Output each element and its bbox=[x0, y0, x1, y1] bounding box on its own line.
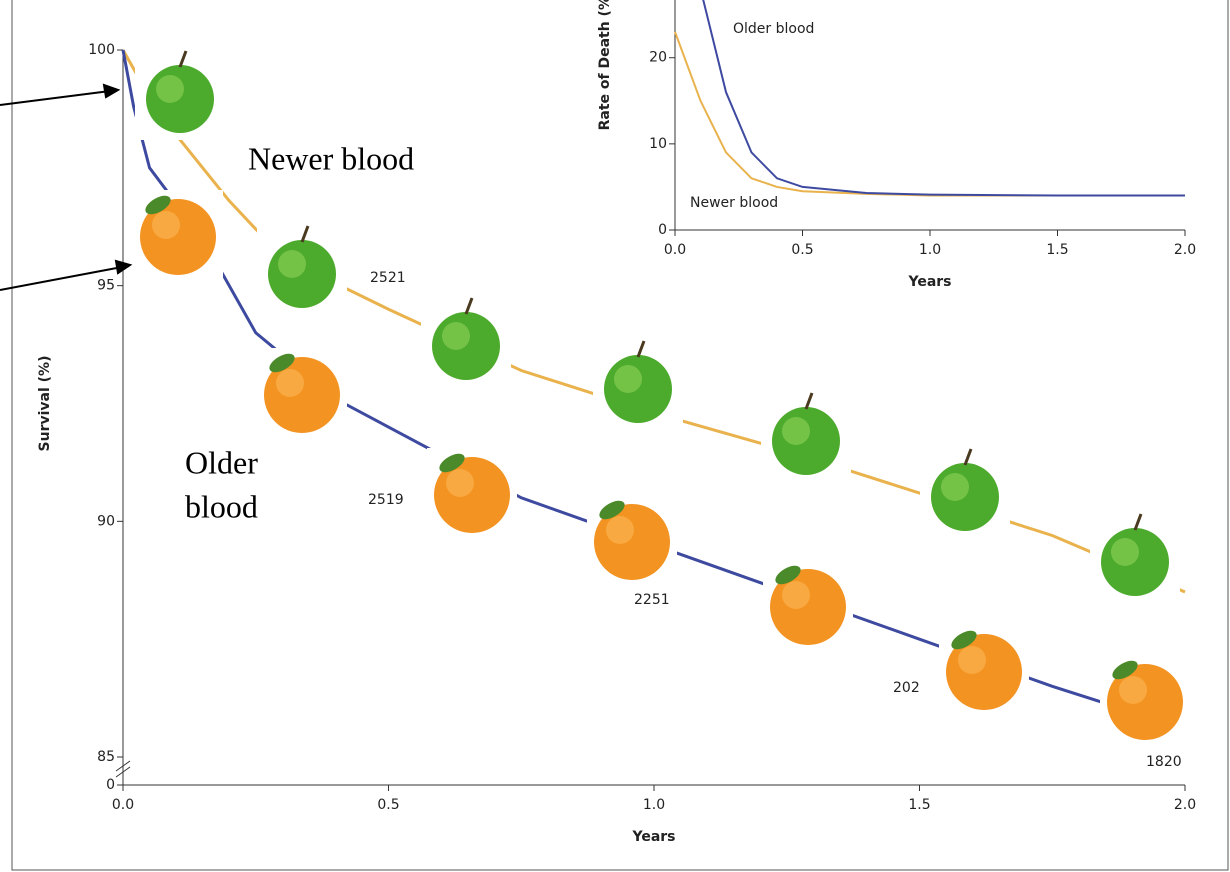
y-tick-label: 85 bbox=[97, 749, 115, 765]
x-tick-label: 2.0 bbox=[1174, 797, 1196, 813]
y-tick-label: 90 bbox=[97, 513, 115, 529]
y-tick-label: 0 bbox=[658, 222, 667, 238]
x-tick-label: 1.5 bbox=[1046, 242, 1068, 258]
x-tick-label: 1.0 bbox=[919, 242, 941, 258]
chart: 85909510000.00.51.01.52.0YearsSurvival (… bbox=[0, 0, 1230, 872]
y-axis-label: Survival (%) bbox=[37, 356, 53, 452]
annotation: blood bbox=[185, 488, 258, 524]
y-axis-label: Rate of Death (%) bbox=[597, 0, 613, 130]
y-tick-label: 95 bbox=[97, 278, 115, 294]
x-tick-label: 0.5 bbox=[791, 242, 813, 258]
series-label: Newer blood bbox=[690, 195, 778, 211]
number-at-risk: 2251 bbox=[634, 592, 670, 608]
series-label: Older blood bbox=[733, 21, 814, 37]
inset-plot: 0 10 20 0.0 0.5 1.0 1.5 2.0 Years Rate of Death (… bbox=[597, 0, 1196, 290]
y-tick-label: 0 bbox=[106, 777, 115, 793]
number-at-risk: 1820 bbox=[1146, 754, 1182, 770]
x-axis-label: Years bbox=[631, 829, 675, 845]
x-tick-label: 0.0 bbox=[112, 797, 134, 813]
x-tick-label: 2.0 bbox=[1174, 242, 1196, 258]
arrows bbox=[0, 85, 130, 290]
x-tick-label: 1.5 bbox=[908, 797, 930, 813]
y-tick-label: 10 bbox=[649, 136, 667, 152]
x-tick-label: 0.5 bbox=[377, 797, 399, 813]
number-at-risk: 2519 bbox=[368, 492, 404, 508]
x-tick-label: 1.0 bbox=[643, 797, 665, 813]
y-tick-label: 20 bbox=[649, 50, 667, 66]
annotation: Older bbox=[185, 444, 258, 480]
number-at-risk: 202 bbox=[893, 680, 920, 696]
series-line bbox=[675, 32, 1185, 196]
x-tick-label: 0.0 bbox=[664, 242, 686, 258]
x-axis-label: Years bbox=[907, 274, 951, 290]
number-at-risk: 2521 bbox=[370, 270, 406, 286]
y-tick-label: 100 bbox=[88, 42, 115, 58]
annotation: Newer blood bbox=[248, 140, 414, 176]
